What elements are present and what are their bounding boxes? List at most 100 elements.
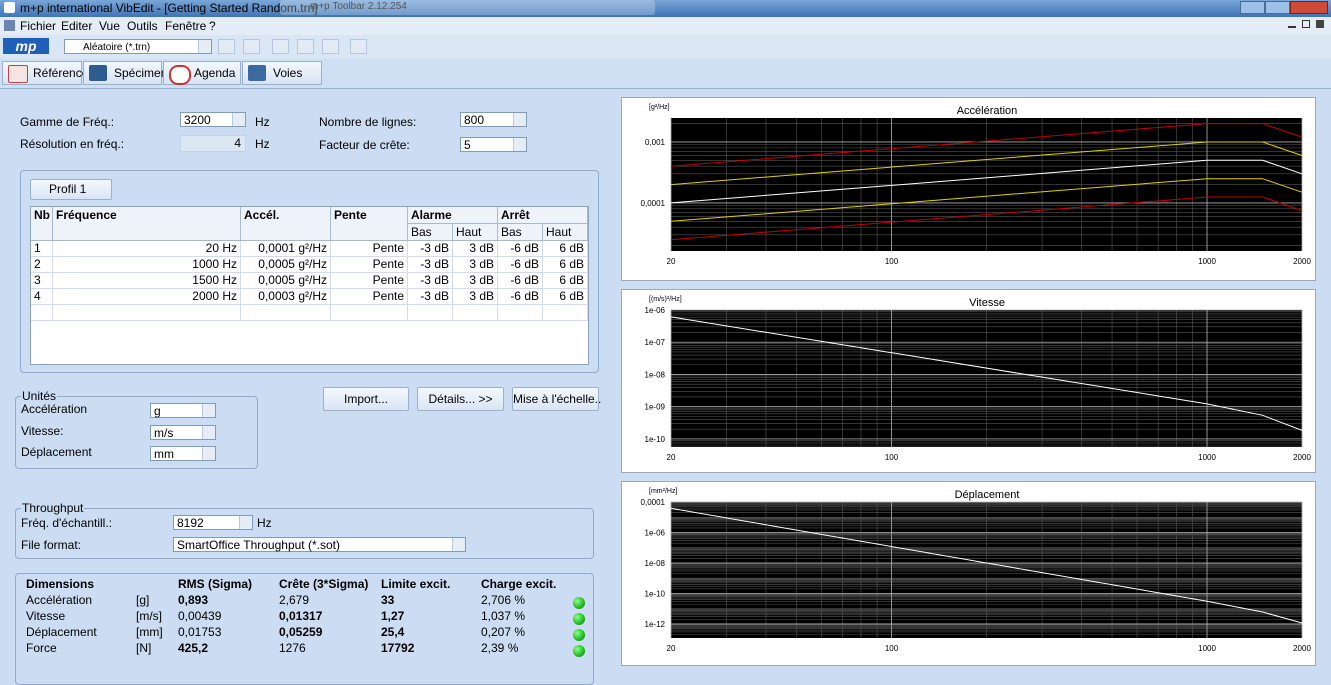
delete-button[interactable] — [243, 39, 260, 54]
x-tick-label: 1000 — [1198, 644, 1216, 653]
x-tick-label: 100 — [885, 453, 899, 462]
chart-title: Déplacement — [955, 489, 1020, 501]
y-axis-label: [(m/s)²/Hz] — [649, 296, 682, 303]
table-cell: -6 dB — [498, 257, 543, 273]
tab[interactable]: Voies — [242, 61, 322, 85]
table-cell — [53, 305, 241, 321]
tab-label: Référence — [33, 66, 89, 80]
y-tick-label: 1e-10 — [645, 435, 666, 444]
cut-button[interactable] — [272, 39, 289, 54]
close-button[interactable] — [1290, 1, 1328, 14]
dimensions-cell: [m/s] — [136, 609, 162, 623]
table-cell: 6 dB — [543, 257, 588, 273]
paste-button[interactable] — [322, 39, 339, 54]
group-title: Unités — [21, 389, 58, 403]
dimensions-cell: Déplacement — [26, 625, 97, 639]
tab-icon — [248, 65, 266, 81]
mdi-close[interactable] — [1316, 20, 1324, 28]
tab-label: Agenda — [194, 66, 236, 80]
dimensions-cell: 0,207 % — [481, 625, 526, 639]
format-combo[interactable]: SmartOffice Throughput (*.sot) — [173, 537, 466, 552]
x-tick-label: 2000 — [1293, 453, 1311, 462]
y-tick-label: 1e-07 — [645, 338, 666, 347]
table-cell: 3 dB — [453, 257, 498, 273]
units-group — [15, 396, 258, 469]
label: File format: — [21, 538, 82, 552]
copy-button[interactable] — [297, 39, 314, 54]
menu-item[interactable]: ? — [209, 19, 216, 33]
menu-item[interactable]: Fichier — [20, 19, 57, 33]
dimensions-cell: Vitesse — [26, 609, 66, 623]
table-cell: Pente — [331, 273, 408, 289]
menu-item[interactable]: Editer — [61, 19, 93, 33]
menu-item[interactable]: Vue — [99, 19, 120, 33]
table-subheader: Haut — [543, 224, 588, 241]
table-header: Arrêt — [498, 207, 588, 224]
table-cell: 0,0001 g²/Hz — [241, 241, 331, 257]
x-tick-label: 1000 — [1198, 453, 1216, 462]
table-cell: 6 dB — [543, 241, 588, 257]
group-title: Throughput — [21, 501, 85, 515]
y-tick-label: 0,0001 — [641, 498, 666, 507]
dimensions-cell: 0,893 — [178, 593, 209, 607]
dimensions-header: Limite excit. — [381, 577, 451, 591]
unit-combo[interactable]: g — [150, 403, 216, 418]
unit: Hz — [255, 137, 270, 151]
dimensions-header: Crête (3*Sigma) — [279, 577, 369, 591]
table-cell: -6 dB — [498, 289, 543, 305]
table-cell: 3 dB — [453, 273, 498, 289]
dimensions-cell: 1276 — [279, 641, 306, 655]
table-header: Accél. — [241, 207, 331, 241]
mdi-minimize[interactable] — [1288, 20, 1296, 28]
logo: mp — [3, 38, 49, 54]
freq-range-combo[interactable]: 3200 — [180, 112, 246, 127]
x-tick-label: 1000 — [1198, 257, 1216, 266]
print-button[interactable] — [350, 39, 367, 54]
label: Gamme de Fréq.: — [20, 115, 115, 129]
lines-combo[interactable]: 800 — [460, 112, 527, 127]
other-window-title: m+p Toolbar 2.12.254 — [310, 1, 407, 12]
mdi-restore[interactable] — [1302, 20, 1310, 28]
file-type-combo[interactable]: Aléatoire (*.trn) — [64, 39, 212, 54]
menu-item[interactable]: Outils — [127, 19, 158, 33]
tab[interactable]: Référence — [2, 61, 88, 85]
tab[interactable]: Agenda — [163, 61, 241, 85]
x-tick-label: 20 — [667, 453, 676, 462]
table-cell: -3 dB — [408, 241, 453, 257]
table-cell: 3 — [31, 273, 53, 289]
status-indicator — [573, 629, 585, 641]
dimensions-cell: 0,01753 — [178, 625, 222, 639]
series-line — [670, 159, 1303, 204]
y-tick-label: 1e-08 — [645, 559, 666, 568]
y-tick-label: 1e-08 — [645, 370, 666, 379]
dimensions-header: Charge excit. — [481, 577, 557, 591]
table-cell: -3 dB — [408, 289, 453, 305]
profile-button[interactable]: Profil 1 — [30, 179, 112, 200]
dimensions-header: RMS (Sigma) — [178, 577, 253, 591]
import-button[interactable]: Import... — [323, 387, 409, 411]
menu-item[interactable]: Fenêtre — [165, 19, 207, 33]
save-button[interactable] — [218, 39, 235, 54]
dimensions-cell: 17792 — [381, 641, 415, 655]
dimensions-cell: Force — [26, 641, 57, 655]
table-cell: 1000 Hz — [53, 257, 241, 273]
chart: Déplacement [mm²/Hz] 20 100 1000 2000 0,0001 1e… — [621, 481, 1316, 666]
x-tick-label: 2000 — [1293, 644, 1311, 653]
other-window-tab[interactable]: m+p Toolbar 2.12.254 — [280, 0, 655, 15]
maximize-button[interactable] — [1265, 1, 1290, 14]
dimensions-cell: [N] — [136, 641, 152, 655]
rate-combo[interactable]: 8192 — [173, 515, 253, 530]
details-button[interactable]: Détails... >> — [417, 387, 504, 411]
chart: Vitesse [(m/s)²/Hz] 20 100 1000 2000 1e-06 1e-0… — [621, 289, 1316, 473]
table-cell — [453, 305, 498, 321]
unit-combo[interactable]: m/s — [150, 424, 216, 440]
y-tick-label: 1e-06 — [645, 306, 666, 315]
y-tick-label: 0,001 — [645, 138, 666, 147]
tab[interactable]: Spécimen — [83, 61, 167, 85]
chart: Accélération [g²/Hz] 20 100 1000 2000 0,001 0,0… — [621, 97, 1316, 281]
minimize-button[interactable] — [1240, 1, 1265, 14]
unit-combo[interactable]: mm — [150, 446, 216, 461]
dimensions-cell: 25,4 — [381, 625, 405, 639]
scale-button[interactable]: Mise à l'échelle.. — [512, 387, 601, 411]
crest-combo[interactable]: 5 — [460, 137, 527, 152]
